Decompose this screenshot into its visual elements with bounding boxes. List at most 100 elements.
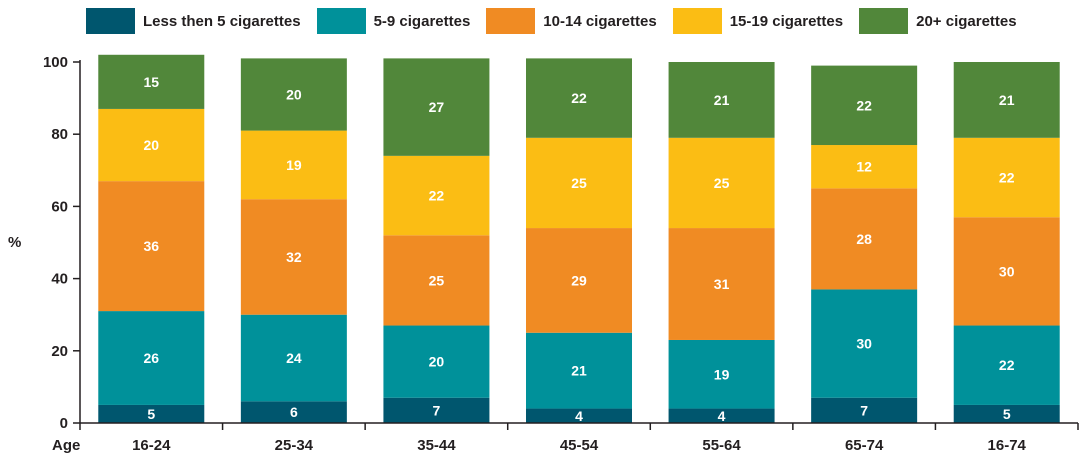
data-label: 29 — [571, 272, 587, 288]
bar-segment-20-cigarettes-25-34 — [240, 58, 347, 131]
data-label: 22 — [999, 170, 1015, 186]
bar-segment-less-then-5-cigarettes-35-44 — [383, 397, 490, 423]
legend-label: 15-19 cigarettes — [729, 12, 844, 30]
data-label: 27 — [429, 99, 445, 115]
x-tick-label: 55-64 — [702, 437, 741, 454]
data-label: 22 — [571, 90, 587, 106]
data-label: 21 — [999, 92, 1015, 108]
y-axis-title: % — [8, 234, 21, 251]
legend-item-less-then-5-cigarettes: Less then 5 cigarettes — [86, 8, 301, 34]
bar-segment-5-9-cigarettes-35-44 — [383, 325, 490, 398]
data-label: 25 — [429, 272, 445, 288]
bar-segment-5-9-cigarettes-25-34 — [240, 314, 347, 402]
data-label: 5 — [147, 406, 155, 422]
legend-swatch — [859, 8, 909, 34]
y-axis: 0 20 40 60 80 100 — [43, 54, 81, 432]
data-label: 22 — [429, 188, 445, 204]
data-label: 25 — [571, 175, 587, 191]
data-label: 26 — [143, 350, 159, 366]
bar-segment-20-cigarettes-55-64 — [668, 62, 775, 138]
bar-segment-15-19-cigarettes-16-74 — [953, 137, 1060, 218]
bar-segment-10-14-cigarettes-65-74 — [811, 188, 918, 290]
x-tick-label: 45-54 — [560, 437, 599, 454]
legend-item-15-19-cigarettes: 15-19 cigarettes — [672, 8, 844, 34]
data-label: 20 — [286, 86, 302, 102]
bar-segment-less-then-5-cigarettes-16-24 — [98, 404, 205, 423]
data-label: 12 — [856, 159, 872, 175]
legend-swatch — [316, 8, 366, 34]
y-tick-label: 20 — [51, 343, 68, 360]
bar-segment-10-14-cigarettes-16-74 — [953, 217, 1060, 326]
data-label: 19 — [286, 157, 302, 173]
legend-label: 10-14 cigarettes — [543, 12, 657, 30]
legend-swatch — [86, 8, 135, 34]
data-label: 15 — [143, 74, 159, 90]
bar-segment-5-9-cigarettes-16-24 — [98, 311, 205, 405]
y-tick-label: 60 — [51, 198, 68, 215]
y-tick-label: 80 — [51, 126, 68, 143]
bar-segment-5-9-cigarettes-45-54 — [526, 332, 632, 409]
bar-segment-15-19-cigarettes-35-44 — [383, 155, 490, 236]
legend-swatch — [672, 8, 722, 34]
x-axis-title: Age — [52, 437, 80, 454]
legend-swatch — [486, 8, 536, 34]
bar-segment-20-cigarettes-16-74 — [953, 62, 1060, 138]
bar-segment-15-19-cigarettes-65-74 — [811, 145, 918, 189]
data-label: 31 — [714, 276, 730, 292]
bar-segment-less-then-5-cigarettes-45-54 — [526, 408, 632, 423]
bar-segment-10-14-cigarettes-35-44 — [383, 235, 490, 326]
bar-segment-10-14-cigarettes-25-34 — [240, 199, 347, 315]
x-tick-label: 65-74 — [845, 437, 884, 454]
data-labels-group: 5 26 36 20 15 6 24 32 19 20 7 20 25 22 27 4 21 29 25 22 4 19 3… — [143, 74, 1014, 424]
bar-segment-15-19-cigarettes-16-24 — [98, 108, 205, 182]
y-tick-label: 40 — [51, 271, 68, 288]
bar-segment-10-14-cigarettes-16-24 — [98, 181, 205, 312]
data-label: 25 — [714, 175, 730, 191]
x-tick-label: 25-34 — [275, 437, 314, 454]
data-label: 22 — [999, 357, 1015, 373]
data-label: 24 — [286, 350, 302, 366]
data-label: 5 — [1003, 406, 1011, 422]
bar-segment-less-then-5-cigarettes-65-74 — [811, 397, 918, 423]
bar-segment-less-then-5-cigarettes-55-64 — [668, 408, 775, 423]
bar-segment-10-14-cigarettes-45-54 — [526, 228, 632, 333]
bar-segment-20-cigarettes-16-24 — [98, 54, 205, 109]
x-axis: 16-24 25-34 35-44 45-54 55-64 65-74 16-74 — [79, 422, 1079, 454]
legend-item-10-14-cigarettes: 10-14 cigarettes — [486, 8, 657, 34]
data-label: 21 — [571, 363, 587, 379]
data-label: 36 — [143, 238, 159, 254]
data-label: 30 — [999, 263, 1015, 279]
bar-segment-15-19-cigarettes-55-64 — [668, 137, 775, 229]
bar-segment-10-14-cigarettes-55-64 — [668, 228, 775, 340]
data-label: 7 — [433, 402, 441, 418]
bar-segment-less-then-5-cigarettes-25-34 — [240, 401, 347, 423]
bar-segment-20-cigarettes-45-54 — [526, 58, 632, 138]
legend-label: Less then 5 cigarettes — [143, 12, 301, 30]
bar-segment-5-9-cigarettes-65-74 — [811, 289, 918, 398]
bar-segment-15-19-cigarettes-25-34 — [240, 130, 347, 200]
data-label: 28 — [856, 231, 872, 247]
y-tick-label: 0 — [60, 415, 68, 432]
bar-segment-less-then-5-cigarettes-16-74 — [953, 404, 1060, 423]
y-tick-label: 100 — [43, 54, 68, 71]
data-label: 4 — [575, 408, 583, 424]
bar-segment-15-19-cigarettes-45-54 — [526, 137, 632, 229]
x-tick-label: 16-24 — [132, 437, 171, 454]
data-label: 19 — [714, 366, 730, 382]
data-label: 4 — [718, 408, 726, 424]
data-label: 6 — [290, 404, 298, 420]
data-label: 21 — [714, 92, 730, 108]
bars-group — [98, 54, 1060, 423]
data-label: 30 — [856, 336, 872, 352]
bar-segment-5-9-cigarettes-16-74 — [953, 325, 1060, 405]
data-label: 20 — [143, 137, 159, 153]
legend-item-5-9-cigarettes: 5-9 cigarettes — [316, 8, 470, 34]
data-label: 20 — [429, 354, 445, 370]
bar-segment-5-9-cigarettes-55-64 — [668, 339, 775, 409]
bar-segment-20-cigarettes-35-44 — [383, 58, 490, 156]
x-tick-label: 35-44 — [417, 437, 456, 454]
legend-item-20-cigarettes: 20+ cigarettes — [859, 8, 1017, 34]
data-label: 32 — [286, 249, 302, 265]
x-tick-label: 16-74 — [988, 437, 1027, 454]
